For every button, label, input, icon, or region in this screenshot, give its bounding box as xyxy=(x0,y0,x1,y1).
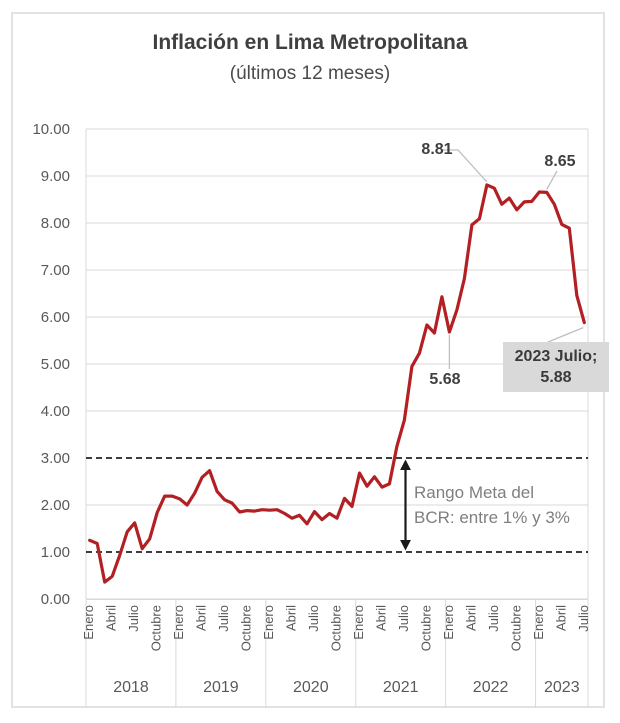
month-label: Octubre xyxy=(329,605,344,651)
last-point-label-value: 5.88 xyxy=(540,369,572,386)
y-tick-label: 7.00 xyxy=(41,262,70,279)
leader-peak-2022 xyxy=(443,149,488,183)
leader-last-point xyxy=(547,326,584,343)
year-label: 2018 xyxy=(113,679,149,696)
last-point-label-box: 2023 Julio; 5.88 xyxy=(503,342,609,392)
y-tick-label: 5.00 xyxy=(41,356,70,373)
month-label: Enero xyxy=(81,605,96,640)
month-label: Abril xyxy=(194,605,209,631)
annotation-dip-2022: 5.68 xyxy=(429,371,461,388)
chart-title: Inflación en Lima Metropolitana xyxy=(152,31,468,54)
month-label: Enero xyxy=(531,605,546,640)
month-label: Julio xyxy=(306,605,321,632)
month-label: Enero xyxy=(351,605,366,640)
bcr-target-range-note: Rango Meta del BCR: entre 1% y 3% xyxy=(414,480,610,530)
y-tick-label: 3.00 xyxy=(41,450,70,467)
y-tick-label: 4.00 xyxy=(41,403,70,420)
month-label: Abril xyxy=(104,605,119,631)
year-label: 2019 xyxy=(203,679,239,696)
month-label: Abril xyxy=(284,605,299,631)
month-label: Abril xyxy=(374,605,389,631)
month-label: Octubre xyxy=(508,605,523,651)
leader-peak-2023 xyxy=(546,170,558,190)
month-label: Abril xyxy=(553,605,568,631)
y-tick-label: 6.00 xyxy=(41,309,70,326)
month-label: Julio xyxy=(126,605,141,632)
month-label: Julio xyxy=(486,605,501,632)
y-tick-label: 10.00 xyxy=(32,121,70,138)
month-label: Enero xyxy=(261,605,276,640)
last-point-label-date: 2023 Julio; xyxy=(514,348,598,365)
bcr-target-range-line2: BCR: entre 1% y 3% xyxy=(414,508,570,527)
month-label: Abril xyxy=(463,605,478,631)
month-label: Julio xyxy=(396,605,411,632)
year-label: 2021 xyxy=(383,679,419,696)
month-label: Enero xyxy=(441,605,456,640)
inflation-line xyxy=(88,183,586,584)
month-label: Julio xyxy=(216,605,231,632)
month-label: Julio xyxy=(576,605,591,632)
y-tick-label: 0.00 xyxy=(41,591,70,608)
year-label: 2023 xyxy=(544,679,580,696)
annotation-peak-2023: 8.65 xyxy=(544,153,576,170)
year-label: 2022 xyxy=(473,679,509,696)
month-label: Enero xyxy=(171,605,186,640)
y-tick-label: 2.00 xyxy=(41,497,70,514)
target-range-arrowhead-bottom xyxy=(400,540,411,551)
chart-subtitle: (últimos 12 meses) xyxy=(229,63,391,84)
bcr-target-range-line1: Rango Meta del xyxy=(414,483,535,502)
y-tick-label: 9.00 xyxy=(41,168,70,185)
month-label: Octubre xyxy=(418,605,433,651)
annotation-peak-2022: 8.81 xyxy=(421,141,453,158)
month-label: Octubre xyxy=(239,605,254,651)
y-tick-label: 8.00 xyxy=(41,215,70,232)
y-tick-label: 1.00 xyxy=(41,544,70,561)
month-label: Octubre xyxy=(149,605,164,651)
year-label: 2020 xyxy=(293,679,329,696)
target-range-arrowhead-top xyxy=(400,459,411,470)
